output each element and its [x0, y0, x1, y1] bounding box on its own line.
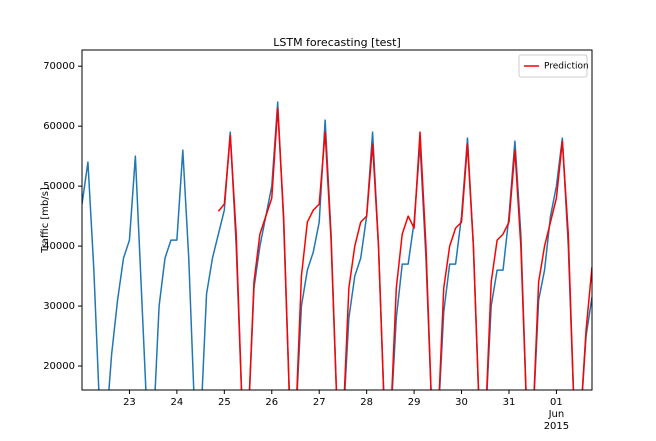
x-tick-year: 2015	[544, 421, 569, 432]
series-line	[82, 101, 592, 390]
x-tick-label: 24	[171, 397, 184, 408]
x-tick-label: 23	[123, 397, 136, 408]
y-tick-label: 40000	[43, 241, 75, 252]
y-tick-label: 60000	[43, 121, 75, 132]
legend-box	[518, 54, 588, 78]
y-tick-label: 20000	[43, 361, 75, 372]
x-tick-label: 29	[408, 397, 421, 408]
legend-label: Prediction	[544, 62, 589, 72]
x-tick-label: 01	[550, 397, 563, 408]
y-tick-label: 50000	[43, 181, 75, 192]
y-axis-label: Traffic [mb/s]	[40, 187, 51, 254]
series-line	[217, 107, 592, 390]
x-tick-label: 27	[313, 397, 326, 408]
x-tick-month: Jun	[548, 409, 565, 420]
chart-title: LSTM forecasting [test]	[273, 36, 401, 49]
plot-area	[82, 101, 592, 390]
axes-frame	[81, 49, 593, 391]
y-tick-label: 30000	[43, 301, 75, 312]
x-tick-label: 31	[503, 397, 516, 408]
x-tick-label: 25	[218, 397, 231, 408]
x-tick-label: 26	[265, 397, 278, 408]
y-tick-label: 70000	[43, 61, 75, 72]
x-tick-label: 28	[360, 397, 373, 408]
x-tick-label: 30	[455, 397, 468, 408]
